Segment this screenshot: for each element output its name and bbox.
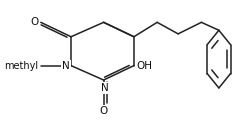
Text: N: N <box>101 83 109 93</box>
Text: methyl: methyl <box>3 61 40 71</box>
Text: methyl: methyl <box>3 61 40 71</box>
Text: N: N <box>62 61 70 71</box>
Text: OH: OH <box>136 61 152 71</box>
Text: methyl: methyl <box>3 61 40 71</box>
Text: O: O <box>100 106 108 116</box>
Text: O: O <box>30 17 39 27</box>
Text: methyl: methyl <box>35 65 40 66</box>
Text: methyl: methyl <box>4 61 39 71</box>
